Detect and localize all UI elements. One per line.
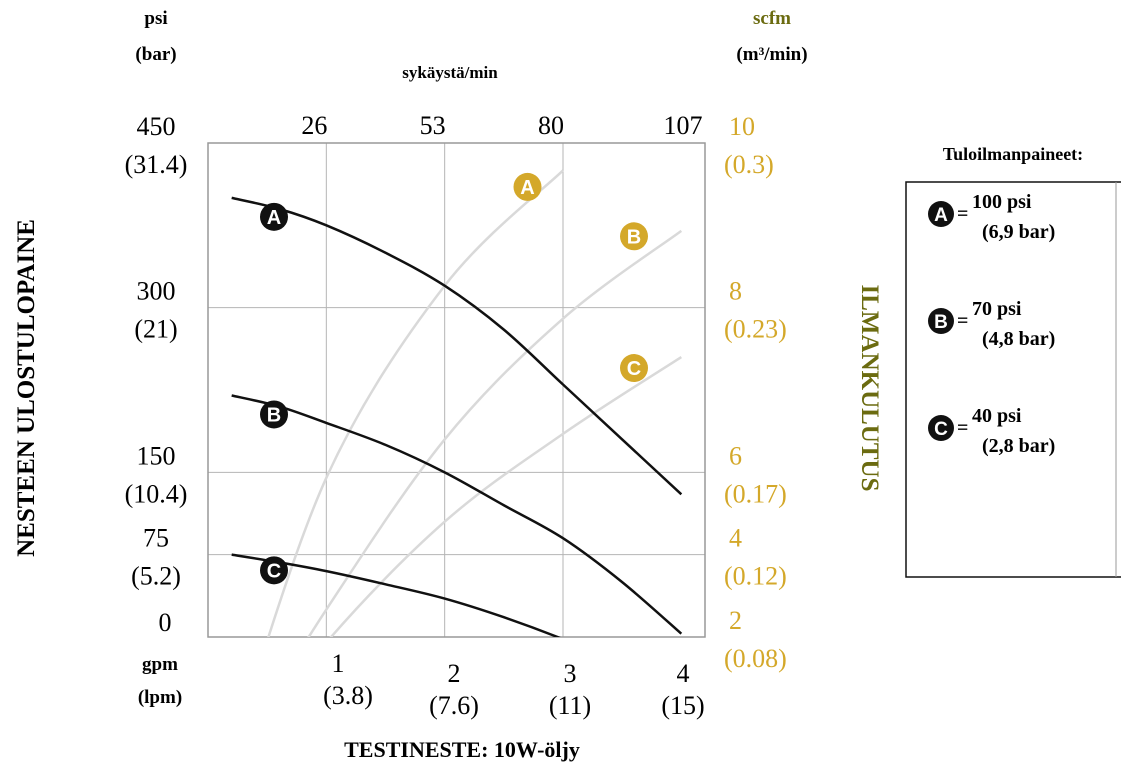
legend-item-a: A =100 psi (6,9 bar): [928, 191, 1055, 243]
top-axis-unit: sykäystä/min: [402, 63, 498, 82]
plot-frame: [207, 142, 706, 638]
pressure-curve-b: [231, 394, 683, 635]
y-left-tick-label: 450: [137, 112, 176, 141]
y-right-tick-label-m3: (0.08): [724, 644, 787, 673]
air-marker-b-disc: [620, 222, 648, 251]
bottom-unit-lpm: (lpm): [138, 687, 182, 708]
y-right-tick-label: 2: [729, 606, 742, 635]
pressure-marker-b: B: [260, 400, 288, 429]
x-tick-label: 3: [564, 659, 577, 688]
y-left-tick-label-bar: (21): [134, 315, 177, 344]
x-tick-label-lpm: (15): [661, 691, 704, 720]
tick-label-layer: 450 (31.4) 300 (21) 150 (10.4) 75 (5.2) 0 10 (0.3)…: [125, 111, 787, 720]
y-right-tick-label: 6: [729, 441, 742, 470]
legend-marker-c: [928, 415, 954, 441]
left-axis-title: NESTEEN ULOSTULOPAINE: [13, 219, 40, 557]
y-right-tick-label: 10: [729, 112, 755, 141]
x-tick-label: 4: [677, 659, 690, 688]
y-left-tick-label-bar: (5.2): [131, 562, 181, 591]
air-marker-a-letter: A: [520, 177, 534, 199]
pressure-marker-b-letter: B: [267, 404, 281, 426]
air-curve-b: [307, 229, 683, 637]
x-tick-label-lpm: (7.6): [429, 691, 479, 720]
legend-item-b: B =70 psi (4,8 bar): [928, 298, 1055, 350]
pressure-marker-b-disc: [260, 400, 288, 429]
y-left-tick-label: 300: [137, 277, 176, 306]
pressure-marker-c: C: [260, 556, 288, 585]
legend-equals: =: [957, 417, 968, 439]
legend-marker-a: [928, 201, 954, 227]
y-left-tick-label-bar: (10.4): [125, 479, 188, 508]
right-unit-scfm: scfm: [753, 8, 791, 29]
legend-bar-value: (2,8 bar): [982, 435, 1055, 457]
x-tick-label-lpm: (3.8): [323, 681, 373, 710]
legend-box: [905, 181, 1121, 578]
y-left-tick-label: 0: [159, 608, 172, 637]
air-consumption-layer: [267, 169, 683, 637]
legend-marker-letter: C: [934, 419, 948, 440]
left-unit-psi: psi: [144, 8, 167, 29]
top-axis-tick-label: 80: [538, 111, 564, 140]
pressure-marker-c-disc: [260, 556, 288, 585]
pressure-marker-c-letter: C: [267, 560, 281, 582]
legend-marker-letter: A: [934, 205, 948, 226]
legend-items: A =100 psi(6,9 bar)B =70 psi(4,8 bar)C =40 …: [928, 191, 1055, 457]
air-marker-b: B: [620, 222, 648, 251]
y-left-tick-label-bar: (31.4): [125, 150, 188, 179]
legend-equals: =: [957, 203, 968, 225]
air-marker-c-disc: [620, 354, 648, 383]
air-marker-a-disc: [513, 172, 542, 201]
x-tick-label: 1: [332, 649, 345, 678]
legend-value: 70 psi: [972, 298, 1022, 320]
legend-value: 40 psi: [972, 405, 1022, 427]
air-marker-b-letter: B: [627, 226, 641, 248]
y-left-tick-label: 75: [143, 524, 169, 553]
pressure-marker-a-disc: [260, 202, 288, 231]
air-curve-c: [329, 356, 683, 637]
top-axis-tick-label: 26: [301, 111, 327, 140]
left-unit-bar: (bar): [135, 44, 176, 65]
legend-value: 100 psi: [972, 191, 1032, 213]
legend-marker-b: [928, 308, 954, 334]
right-axis-title: ILMANKULUTUS: [856, 285, 883, 492]
y-right-tick-label-m3: (0.23): [724, 315, 787, 344]
legend-bar-value: (6,9 bar): [982, 221, 1055, 243]
y-left-tick-label: 150: [137, 441, 176, 470]
x-tick-label: 2: [448, 659, 461, 688]
air-marker-a: A: [513, 172, 542, 201]
right-unit-m3min: (m³/min): [736, 44, 807, 65]
bottom-title: TESTINESTE: 10W-öljy: [344, 737, 580, 762]
x-tick-label-lpm: (11): [549, 691, 591, 720]
air-marker-c: C: [620, 354, 648, 383]
marker-layer: A B C A B C: [260, 172, 648, 585]
air-curve-a: [267, 169, 564, 637]
bottom-unit-gpm: gpm: [142, 654, 178, 675]
legend-marker-letter: B: [934, 312, 948, 333]
pressure-curve-a: [231, 196, 683, 496]
pressure-curve-layer: [231, 196, 683, 637]
y-right-tick-label-m3: (0.17): [724, 479, 787, 508]
top-axis-tick-label: 53: [420, 111, 446, 140]
top-axis-tick-label: 107: [664, 111, 703, 140]
grid-layer: [207, 142, 706, 638]
air-marker-c-letter: C: [627, 358, 641, 380]
y-right-tick-label-m3: (0.3): [724, 150, 774, 179]
y-right-tick-label: 4: [729, 524, 742, 553]
y-right-tick-label: 8: [729, 277, 742, 306]
pressure-marker-a: A: [260, 202, 288, 231]
legend-item-c: C =40 psi (2,8 bar): [928, 405, 1055, 457]
legend-title: Tuloilmanpaineet:: [943, 144, 1083, 164]
legend-bar-value: (4,8 bar): [982, 328, 1055, 350]
legend-equals: =: [957, 310, 968, 332]
pressure-marker-a-letter: A: [267, 207, 281, 229]
pressure-curve-c: [231, 553, 561, 637]
y-right-tick-label-m3: (0.12): [724, 562, 787, 591]
